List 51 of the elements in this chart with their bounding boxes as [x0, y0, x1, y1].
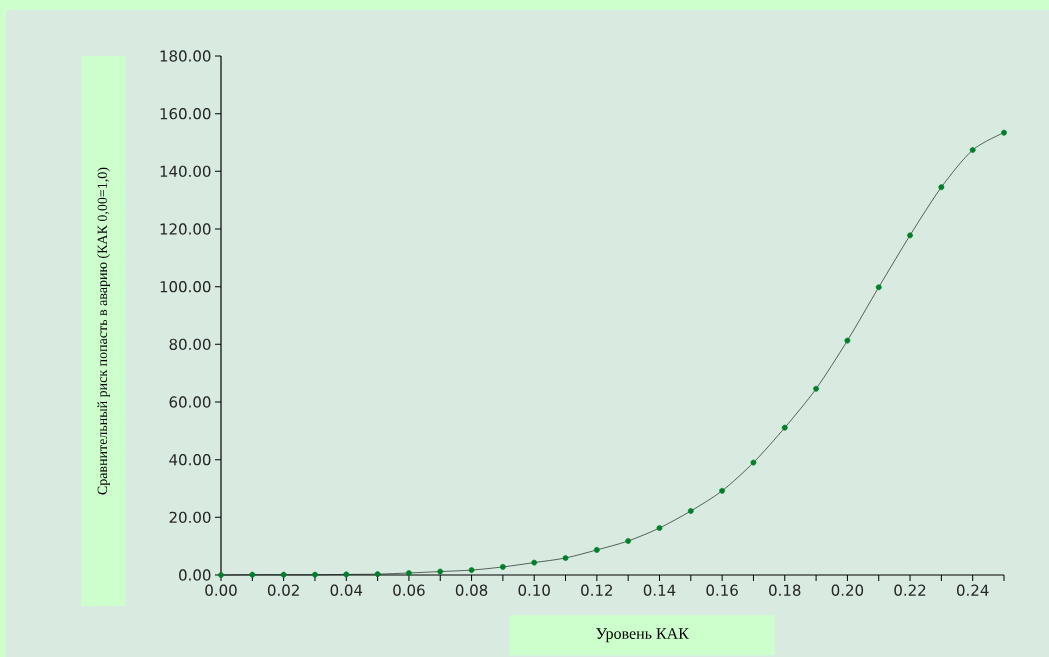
point	[687, 508, 694, 514]
y-tick-label: 0.00	[179, 569, 211, 581]
x-tick-label: 0.16	[706, 584, 738, 596]
point	[593, 547, 600, 553]
x-axis-title: Уровень КАК	[596, 628, 689, 643]
x-tick-label: 0.06	[393, 584, 425, 596]
x-tick-label: 0.00	[205, 584, 237, 596]
x-tick-label: 0.14	[643, 584, 676, 596]
x-tick-label: 0.02	[267, 584, 299, 596]
point	[907, 232, 913, 239]
point	[499, 564, 506, 570]
point	[343, 571, 350, 578]
point	[218, 572, 224, 578]
point	[781, 424, 788, 431]
point	[468, 567, 475, 573]
point	[656, 525, 663, 531]
point	[1001, 129, 1007, 136]
y-tick-label: 60.00	[169, 396, 211, 408]
x-tick-label: 0.10	[518, 584, 550, 596]
y-axis-title: Сравнительный риск попасть в аварию (КАК 0,00=1,0)	[97, 167, 110, 495]
y-tick-label: 80.00	[169, 338, 211, 351]
x-tick-label: 0.22	[894, 584, 926, 596]
point	[813, 385, 819, 392]
x-tick-label: 0.20	[831, 584, 864, 596]
point	[562, 555, 569, 561]
point	[531, 559, 538, 566]
y-tick-label: 140.00	[160, 165, 211, 178]
x-tick-label: 0.12	[581, 584, 613, 596]
x-tick-label: 0.08	[455, 584, 488, 596]
point	[844, 337, 851, 344]
x-tick-label: 0.24	[956, 584, 989, 596]
x-tick-label: 0.04	[330, 584, 363, 596]
y-tick-label: 20.00	[169, 511, 211, 524]
point	[437, 568, 444, 575]
point	[750, 459, 757, 466]
y-tick-label: 120.00	[160, 223, 211, 235]
point	[719, 487, 726, 494]
point	[875, 284, 882, 291]
point	[249, 571, 256, 578]
point	[406, 570, 412, 576]
x-tick-label: 0.18	[769, 584, 801, 596]
point	[625, 538, 632, 544]
point	[374, 571, 381, 578]
point	[969, 147, 976, 153]
point	[312, 571, 318, 578]
y-tick-label: 40.00	[169, 453, 211, 466]
y-tick-label: 100.00	[160, 280, 211, 293]
point	[938, 184, 945, 191]
point	[280, 571, 287, 578]
y-tick-label: 160.00	[160, 107, 211, 120]
y-tick-label: 180.00	[160, 50, 211, 62]
